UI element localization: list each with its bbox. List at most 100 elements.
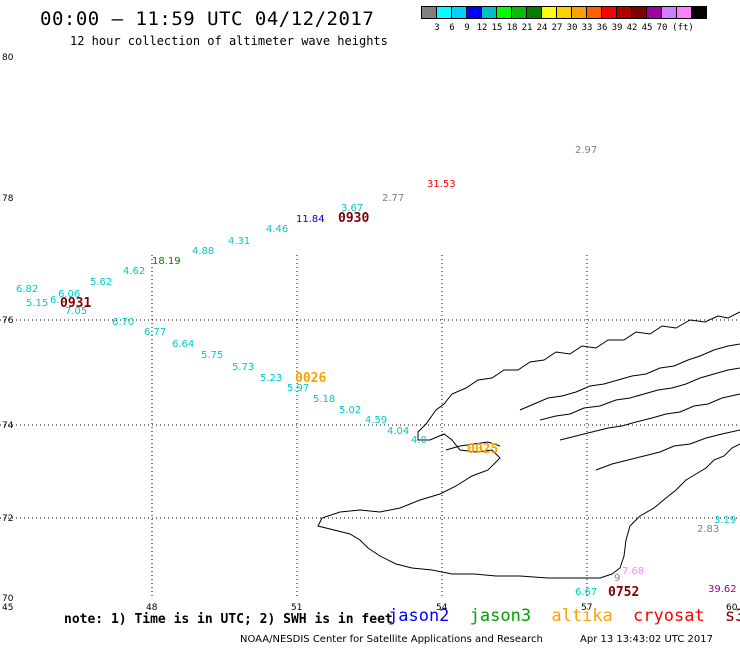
color-tick-label: 27 [551, 23, 563, 33]
color-swatch [646, 6, 662, 19]
lon-label: 57 [581, 603, 592, 613]
color-swatch [556, 6, 572, 19]
obs-label: 4.0 [411, 435, 427, 446]
obs-label: 6.70 [112, 317, 134, 328]
pass-time-label: 0026 [295, 371, 326, 386]
pass-time-label: 0752 [608, 585, 639, 600]
pass-time-label: 0930 [338, 211, 369, 226]
color-tick-label: 36 [596, 23, 608, 33]
observations: 2.97 31.53 2.77 3.67 11.84 4.46 4.31 4.8… [16, 145, 737, 598]
lon-label: 45 [2, 603, 13, 613]
color-swatch [511, 6, 527, 19]
color-swatch [631, 6, 647, 19]
legend-altika: altika [551, 606, 613, 626]
color-swatch [451, 6, 467, 19]
color-tick-label: 6 [449, 23, 455, 33]
color-tick-label: 30 [566, 23, 578, 33]
color-swatch [481, 6, 497, 19]
page-title: 00:00 – 11:59 UTC 04/12/2017 [40, 8, 375, 30]
color-tick-label: 3 [434, 23, 440, 33]
color-swatch [496, 6, 512, 19]
page-subtitle: 12 hour collection of altimeter wave hei… [70, 34, 388, 48]
color-tick-label: 45 [641, 23, 653, 33]
color-tick-label: 21 [521, 23, 533, 33]
lon-label: 54 [436, 603, 448, 613]
obs-label: 6.06 [58, 289, 80, 300]
credit-line: NOAA/NESDIS Center for Satellite Applica… [240, 634, 543, 645]
obs-label: 4.88 [192, 246, 214, 257]
obs-label: 6. [50, 295, 60, 306]
color-tick-label: 70 [656, 23, 668, 33]
color-tick-label: 33 [581, 23, 593, 33]
obs-label: 39.62 [708, 584, 737, 595]
obs-label: 7.05 [65, 306, 87, 317]
legend-jason2: jason2 [388, 606, 450, 626]
color-swatch [526, 6, 542, 19]
color-swatch [676, 6, 692, 19]
obs-label: 3.67 [341, 203, 363, 214]
obs-label: 4.31 [228, 236, 250, 247]
legend-s3a: s3a [724, 606, 740, 626]
pass-time-label: 0931 [60, 296, 91, 311]
color-swatch [691, 6, 707, 19]
color-swatch [466, 6, 482, 19]
obs-label: 2.97 [575, 145, 597, 156]
color-tick-label: 42 [626, 23, 638, 33]
color-swatch [436, 6, 452, 19]
obs-label: 2.77 [382, 193, 404, 204]
color-swatch [571, 6, 587, 19]
color-swatch [586, 6, 602, 19]
lon-label: 51 [291, 603, 302, 613]
color-tick-label: 15 [491, 23, 503, 33]
lon-label: 48 [146, 603, 158, 613]
color-tick-label: 9 [464, 23, 470, 33]
lat-label: 80 [2, 53, 14, 63]
color-tick-label: 12 [476, 23, 488, 33]
lat-label: 74 [2, 421, 14, 431]
lon-label: 60 [726, 603, 738, 613]
color-swatch [661, 6, 677, 19]
coastline [317, 311, 740, 579]
obs-label: 11.84 [296, 214, 325, 225]
color-swatch [541, 6, 557, 19]
generated-timestamp: Apr 13 13:43:02 UTC 2017 [580, 634, 713, 645]
lat-label: 70 [2, 594, 14, 604]
obs-label: 5.97 [287, 383, 309, 394]
legend-jason3: jason3 [469, 606, 532, 626]
pass-time-label: 0025 [467, 442, 498, 457]
color-tick-label: 18 [506, 23, 518, 33]
lat-label: 76 [2, 316, 14, 326]
obs-label: 4.59 [365, 415, 387, 426]
obs-label: 5.15 [26, 298, 48, 309]
obs-label: 3.19 [714, 515, 736, 526]
legend-cryosat: cryosat [633, 606, 705, 626]
obs-label: 4.62 [123, 266, 145, 277]
longitude-labels: 45 48 51 54 57 60 [2, 603, 738, 613]
obs-label: 5.18 [313, 394, 335, 405]
obs-label: 4.04 [387, 426, 409, 437]
lat-label: 78 [2, 194, 14, 204]
color-swatch [601, 6, 617, 19]
obs-label: 5.02 [339, 405, 361, 416]
obs-label: 6.67 [575, 587, 597, 598]
obs-label: 5.73 [232, 362, 254, 373]
obs-label: 4.46 [266, 224, 288, 235]
pass-times: 0930 0931 0026 0025 0752 [60, 211, 639, 600]
satellite-legend: jason2 jason3 altika cryosat s3a [388, 606, 740, 626]
color-tick-label: 39 [611, 23, 623, 33]
color-swatch [421, 6, 437, 19]
latitude-labels: 80 78 76 74 72 70 [2, 53, 14, 604]
obs-label: 18.19 [152, 256, 181, 267]
obs-label: 6.77 [144, 327, 166, 338]
obs-label: 9 [614, 573, 620, 584]
obs-label: 2.83 [697, 524, 719, 535]
obs-label: 5.75 [201, 350, 223, 361]
obs-label: 6.64 [172, 339, 194, 350]
obs-label: 5.62 [90, 277, 112, 288]
obs-label: 7.68 [622, 566, 644, 577]
obs-label: 31.53 [427, 179, 456, 190]
obs-label: 5.23 [260, 373, 282, 384]
obs-label: 6.82 [16, 284, 38, 295]
color-tick-label: (ft) [672, 23, 694, 33]
